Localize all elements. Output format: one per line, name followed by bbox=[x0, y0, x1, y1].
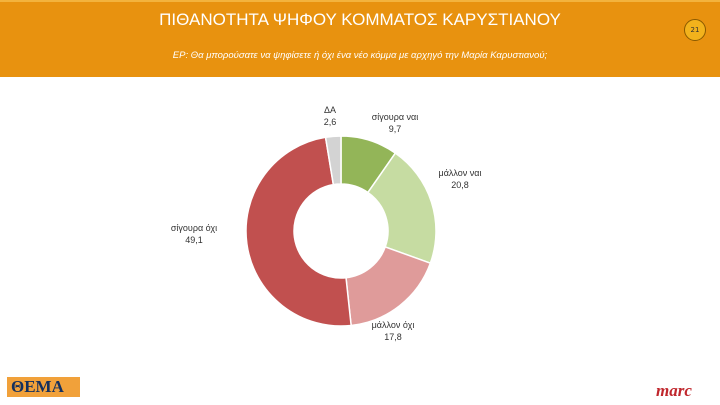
thema-logo: ΘΕΜΑ bbox=[7, 377, 80, 397]
donut-slice-4 bbox=[324, 135, 342, 186]
question-subtitle: ΕΡ: Θα μπορούσατε να ψηφίσετε ή όχι ένα … bbox=[172, 50, 548, 61]
page-title: ΠΙΘΑΝΟΤΗΤΑ ΨΗΦΟΥ ΚΟΜΜΑΤΟΣ ΚΑΡΥΣΤΙΑΝΟΥ bbox=[159, 10, 561, 29]
label-da: ΔΑ 2,6 bbox=[323, 105, 337, 127]
marc-logo: marc bbox=[656, 381, 692, 400]
label-sigoura-oxi: σίγουρα όχι 49,1 bbox=[170, 223, 218, 245]
label-mallon-oxi: μάλλον όχι 17,8 bbox=[371, 320, 415, 342]
donut-slice-1 bbox=[366, 152, 437, 265]
label-mallon-nai: μάλλον ναι 20,8 bbox=[438, 168, 482, 190]
header-bar: ΠΙΘΑΝΟΤΗΤΑ ΨΗΦΟΥ ΚΟΜΜΑΤΟΣ ΚΑΡΥΣΤΙΑΝΟΥ ΕΡ… bbox=[0, 0, 720, 77]
donut-slice-2 bbox=[345, 245, 432, 327]
page-number-badge: 21 bbox=[684, 19, 706, 41]
donut-slice-3 bbox=[245, 136, 352, 327]
label-sigoura-nai: σίγουρα ναι 9,7 bbox=[371, 112, 419, 134]
